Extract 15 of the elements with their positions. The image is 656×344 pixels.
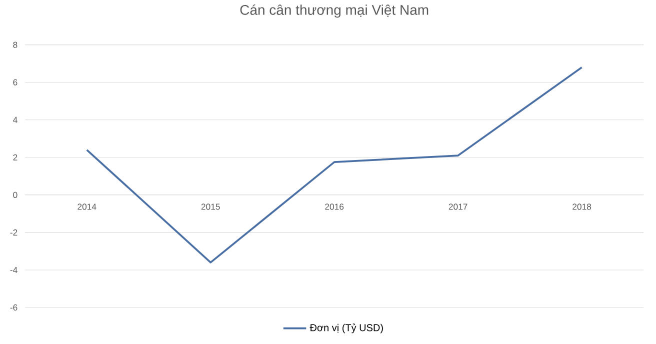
y-tick-label: 8 — [13, 42, 18, 48]
y-tick-label: 6 — [13, 79, 18, 86]
y-tick-label: -4 — [10, 266, 18, 273]
y-tick-label: -6 — [10, 304, 18, 310]
y-tick-label: 4 — [13, 116, 18, 123]
chart-title: Cán cân thương mại Việt Nam — [240, 4, 428, 18]
x-tick-label: 2014 — [78, 203, 96, 210]
y-tick-label: -2 — [10, 229, 18, 236]
legend-label: Đơn vị (Tỷ USD) — [310, 323, 383, 333]
y-tick-label: 0 — [13, 192, 18, 198]
x-tick-label: 2017 — [448, 203, 468, 210]
x-tick-label: 2018 — [572, 203, 592, 210]
x-tick-label: 2015 — [201, 203, 220, 210]
x-tick-label: 2016 — [325, 203, 344, 210]
y-tick-label: 2 — [13, 154, 18, 160]
